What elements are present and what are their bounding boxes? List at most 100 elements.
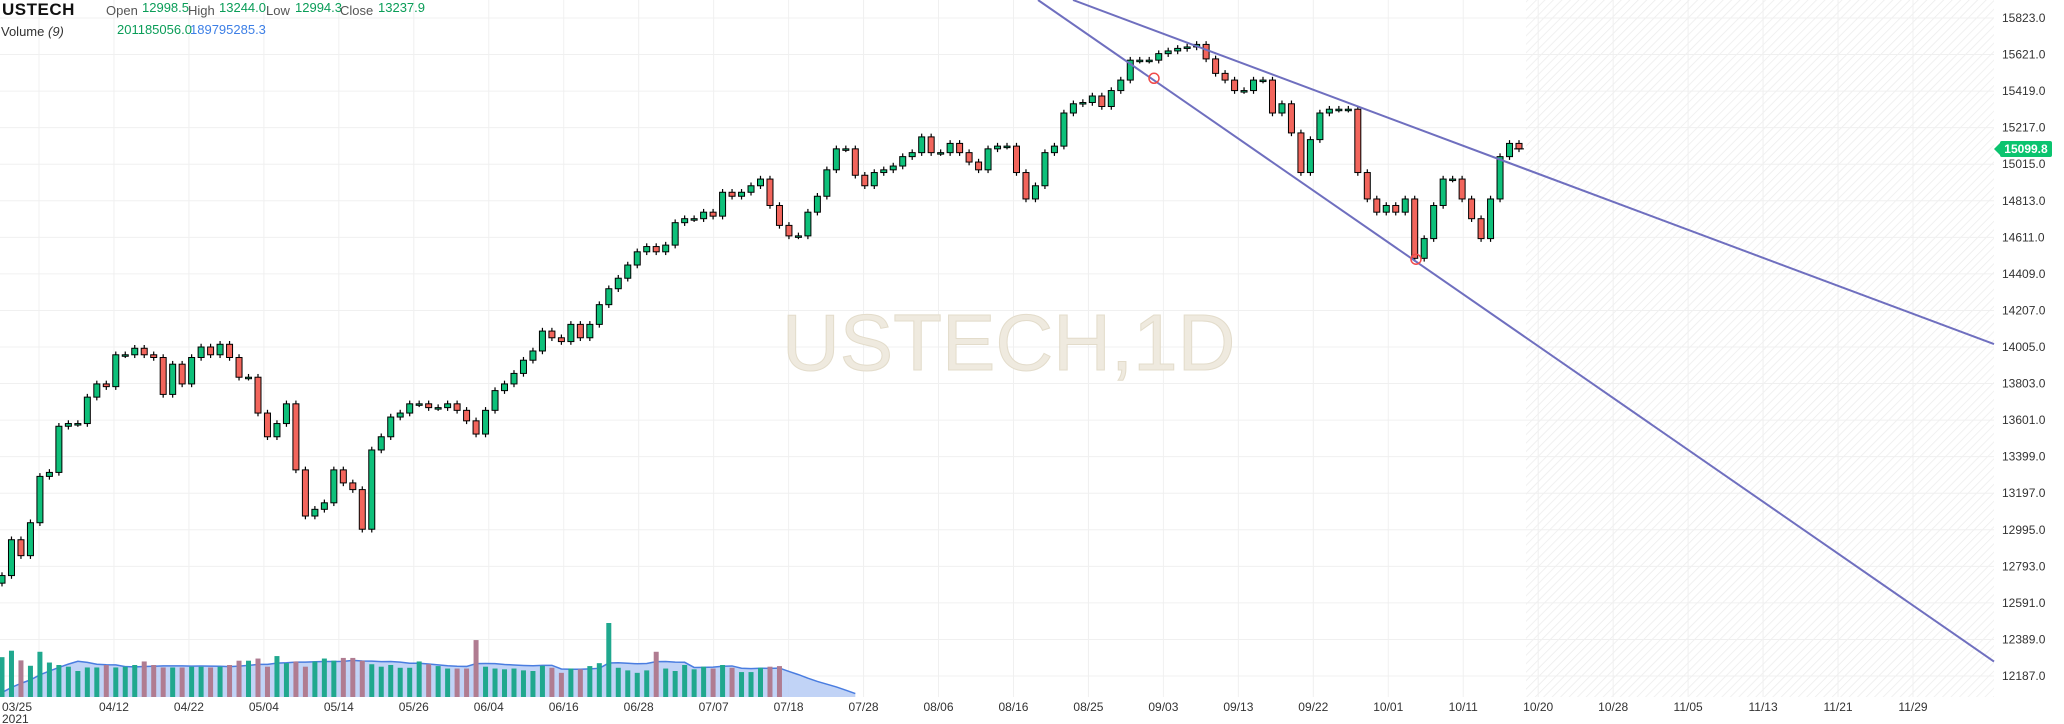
candle <box>1306 136 1314 176</box>
candle <box>368 446 376 533</box>
volume-bar <box>340 657 346 697</box>
candle-body <box>1363 172 1371 200</box>
candle-body <box>1496 156 1504 200</box>
candle <box>975 158 983 174</box>
volume-bar <box>113 667 119 697</box>
candle <box>1515 140 1523 153</box>
candle <box>927 133 935 156</box>
date-tick-label: 11/21 <box>1823 700 1852 714</box>
candle-body <box>538 330 546 352</box>
candle <box>709 208 717 220</box>
anchor-marker <box>1148 72 1160 85</box>
date-tick-label: 10/01 <box>1373 700 1403 714</box>
candle-body <box>681 218 689 224</box>
date-tick-label: 07/18 <box>774 700 804 714</box>
candle <box>282 400 290 427</box>
candle <box>633 248 641 269</box>
candle-body <box>282 403 290 425</box>
candle <box>1430 202 1438 242</box>
candle <box>491 387 499 414</box>
candle-body <box>320 502 328 510</box>
candle-body <box>785 224 793 237</box>
volume-bar <box>615 667 621 697</box>
candle-body <box>519 359 527 374</box>
close-value: 13237.9 <box>378 0 425 15</box>
volume-bar <box>530 671 536 697</box>
price-tick-label: 14813.0 <box>2002 194 2046 208</box>
time-axis[interactable]: 03/25 04/12 04/22 05/04 05/14 05/26 06/04 06/16… <box>2 700 1928 724</box>
candle-body <box>1174 47 1182 52</box>
candle-body <box>1506 142 1514 158</box>
candle-body <box>1401 198 1409 213</box>
candle <box>207 343 215 359</box>
volume-bar <box>416 661 422 697</box>
candle-body <box>1335 108 1343 112</box>
candle-body <box>358 489 366 530</box>
volume-bar <box>264 666 270 697</box>
candle-body <box>311 508 319 517</box>
candle <box>7 536 15 579</box>
candle-body <box>254 376 262 414</box>
candle-body <box>1022 172 1030 200</box>
candle-body <box>453 403 461 411</box>
candle-body <box>576 323 584 339</box>
candle-body <box>529 350 537 361</box>
candle <box>1107 87 1115 110</box>
candle <box>700 208 708 222</box>
anchor-marker <box>1410 253 1422 265</box>
volume-bar <box>378 666 384 697</box>
volume-bar <box>283 663 289 697</box>
volume-bar <box>492 668 498 697</box>
price-tick-label: 12793.0 <box>2002 559 2046 573</box>
candle <box>1278 100 1286 117</box>
date-tick-label: 11/29 <box>1898 700 1927 714</box>
volume-bar <box>255 658 261 697</box>
date-tick-label: 10/28 <box>1598 700 1628 714</box>
volume-bar <box>179 667 185 697</box>
price-axis[interactable]: 15823.0 15621.0 15419.0 15217.0 15015.0 14813… <box>2002 11 2046 683</box>
candle <box>425 400 433 411</box>
candle <box>899 153 907 170</box>
candle <box>614 274 622 292</box>
volume-bar <box>767 666 773 697</box>
candle-body <box>1468 198 1476 220</box>
candle <box>1212 55 1220 77</box>
candle <box>178 360 186 388</box>
candle <box>1164 47 1172 57</box>
volume-bar <box>321 658 327 697</box>
volume-bar <box>776 666 782 697</box>
candle <box>434 404 442 411</box>
volume-bar <box>549 667 555 697</box>
volume-bar <box>56 665 62 697</box>
candle <box>301 466 309 520</box>
candle-body <box>662 244 670 253</box>
volume-bar <box>701 666 707 697</box>
candle <box>74 420 82 427</box>
price-tick-label: 13601.0 <box>2002 413 2046 427</box>
volume-bar <box>132 665 138 697</box>
close-label: Close <box>340 3 374 18</box>
volume-pane <box>0 623 856 697</box>
candle <box>64 420 72 430</box>
candle <box>823 166 831 200</box>
candle-body <box>738 191 746 197</box>
candle <box>557 334 565 345</box>
candle <box>1468 195 1476 222</box>
candle <box>93 380 101 401</box>
volume-bar <box>644 670 650 697</box>
candle-body <box>956 142 964 154</box>
candle-body <box>1031 185 1039 200</box>
candle-body <box>501 383 509 392</box>
candle <box>482 407 490 438</box>
candle-body <box>804 211 812 237</box>
volume-bar <box>94 667 100 697</box>
candle <box>131 345 139 359</box>
date-tick-label: 11/13 <box>1749 700 1778 714</box>
candle-body <box>1155 53 1163 61</box>
volume-bar <box>511 668 517 697</box>
candle <box>956 140 964 156</box>
candle-body <box>965 152 973 163</box>
candle <box>918 133 926 156</box>
candle <box>330 466 338 507</box>
